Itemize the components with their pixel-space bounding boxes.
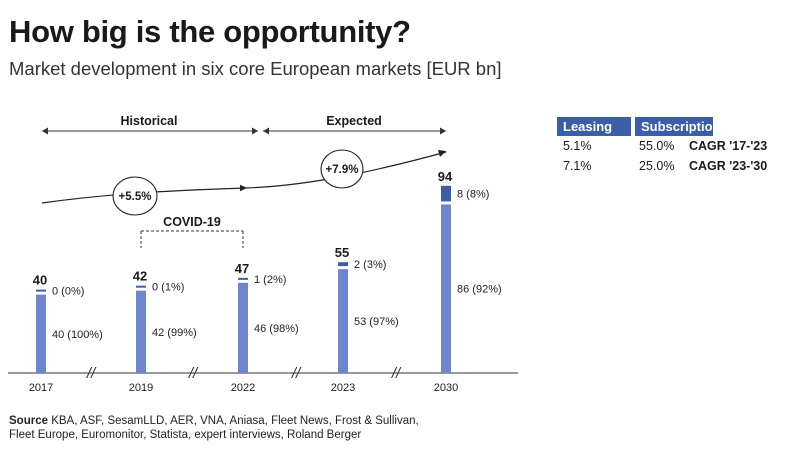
bar-leasing-2022 <box>238 282 248 373</box>
cagr-bubble-1 <box>112 176 158 216</box>
cagr-row-2: 7.1% 25.0% CAGR '23-'30 <box>557 156 783 176</box>
market-bar-chart: // // // // 40 0 (0%) 40 (100%) 2017 42 0 (1%) 42 … <box>8 114 518 394</box>
bar-leasing-2030 <box>441 204 451 373</box>
subscription-label-2023: 2 (3%) <box>354 259 386 271</box>
total-label-2019: 42 <box>133 269 147 284</box>
cagr-table-header: Leasing Subscription <box>557 117 783 136</box>
leasing-label-2017: 40 (100%) <box>52 329 103 341</box>
axis-break-3: // <box>291 365 302 382</box>
expected-arrow-right <box>440 127 446 135</box>
source-text-2: Fleet Europe, Euromonitor, Statista, exp… <box>9 429 362 441</box>
total-label-2023: 55 <box>335 245 349 260</box>
axis-break-2: // <box>188 365 199 382</box>
cagr-table: Leasing Subscription 5.1% 55.0% CAGR '17… <box>557 117 783 176</box>
growth-curve-arrowhead <box>438 150 446 157</box>
total-label-2017: 40 <box>33 273 47 288</box>
subscription-label-2019: 0 (1%) <box>152 282 184 294</box>
leasing-label-2030: 86 (92%) <box>457 284 502 296</box>
bar-subscription-2030 <box>441 185 451 202</box>
historical-arrow-right <box>252 127 258 135</box>
leasing-label-2022: 46 (98%) <box>254 323 299 335</box>
page-subtitle: Market development in six core European … <box>9 58 502 79</box>
source-note: Source KBA, ASF, SesamLLD, AER, VNA, Ani… <box>9 414 419 442</box>
source-text: KBA, ASF, SesamLLD, AER, VNA, Aniasa, Fl… <box>48 415 419 427</box>
cagr-subscription-2: 25.0% <box>639 159 675 173</box>
x-tick-2017: 2017 <box>29 382 53 394</box>
subscription-label-2022: 1 (2%) <box>254 274 286 286</box>
x-tick-2023: 2023 <box>331 382 355 394</box>
cagr-subscription-1: 55.0% <box>639 139 675 153</box>
bar-subscription-2022 <box>238 277 248 280</box>
growth-curve <box>41 151 447 204</box>
x-tick-2019: 2019 <box>129 382 153 394</box>
x-tick-2030: 2030 <box>434 382 458 394</box>
bar-leasing-2019 <box>136 290 146 373</box>
historical-arrow-left <box>42 127 48 135</box>
covid-label: COVID-19 <box>163 215 221 229</box>
cagr-bubble-2-label: +7.9% <box>326 164 359 176</box>
source-label: Source <box>9 415 48 427</box>
bar-subscription-2023 <box>338 262 348 267</box>
cagr-leasing-2: 7.1% <box>563 159 592 173</box>
expected-label: Expected <box>326 114 382 128</box>
bar-leasing-2023 <box>338 269 348 373</box>
leasing-label-2019: 42 (99%) <box>152 327 197 339</box>
bar-subscription-2017 <box>36 289 46 292</box>
total-label-2022: 47 <box>235 261 249 276</box>
expected-arrow-left <box>263 127 269 135</box>
cagr-label-1: CAGR '17-'23 <box>689 139 768 153</box>
cagr-leasing-1: 5.1% <box>563 139 592 153</box>
leasing-label-2023: 53 (97%) <box>354 316 399 328</box>
cagr-label-2: CAGR '23-'30 <box>689 159 768 173</box>
axis-break-1: // <box>86 365 97 382</box>
bar-leasing-2017 <box>36 294 46 373</box>
subscription-label-2030: 8 (8%) <box>457 189 489 201</box>
cagr-row-1: 5.1% 55.0% CAGR '17-'23 <box>557 136 783 156</box>
page-title: How big is the opportunity? <box>9 14 411 49</box>
historical-label: Historical <box>121 114 178 128</box>
header-subscription: Subscription <box>635 117 720 136</box>
bar-subscription-2019 <box>136 285 146 288</box>
x-tick-2022: 2022 <box>231 382 255 394</box>
growth-curve-mid-arrow <box>240 184 247 192</box>
subscription-label-2017: 0 (0%) <box>52 286 84 298</box>
cagr-bubble-2 <box>320 149 364 189</box>
total-label-2030: 94 <box>438 169 453 184</box>
header-leasing: Leasing <box>557 117 631 136</box>
cagr-bubble-1-label: +5.5% <box>119 191 152 203</box>
axis-break-4: // <box>391 365 402 382</box>
